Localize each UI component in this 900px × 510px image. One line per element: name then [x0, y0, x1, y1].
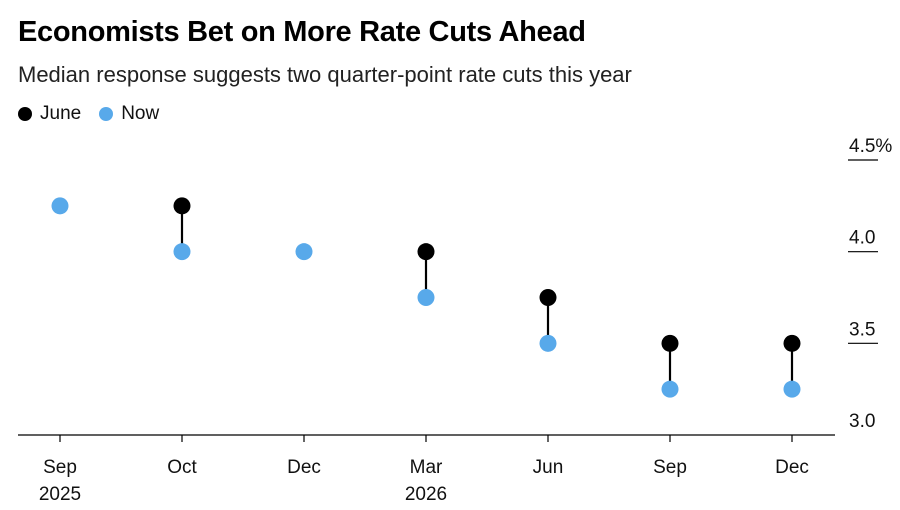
- june-point-4: [539, 289, 557, 306]
- y-tick-label-3: 3.0: [849, 411, 875, 432]
- now-point-6: [783, 380, 801, 398]
- x-tick-year-label-3: 2026: [405, 484, 447, 505]
- now-point-1: [173, 243, 191, 261]
- june-point-1: [173, 197, 191, 215]
- legend-swatch-now: [99, 107, 114, 121]
- june-point-5: [661, 334, 679, 352]
- legend-label-june: June: [40, 103, 82, 124]
- now-point-3: [417, 289, 435, 306]
- x-tick-label-2: Dec: [287, 457, 321, 478]
- x-tick-label-1: Oct: [167, 457, 197, 478]
- legend: June Now: [18, 103, 177, 125]
- x-tick-label-3: Mar: [410, 457, 443, 478]
- chart-subtitle: Median response suggests two quarter-poi…: [18, 62, 632, 87]
- x-tick-label-4: Jun: [533, 457, 564, 478]
- june-point-6: [783, 334, 801, 352]
- june-point-3: [417, 243, 435, 261]
- now-point-2: [295, 243, 313, 261]
- x-tick-label-5: Sep: [653, 457, 687, 478]
- x-tick-year-label-0: 2025: [39, 484, 81, 505]
- now-point-5: [661, 380, 679, 398]
- now-point-0: [51, 197, 69, 215]
- y-tick-label-1: 4.0: [849, 228, 875, 249]
- now-point-4: [539, 334, 557, 352]
- legend-item-now: Now: [99, 103, 159, 125]
- legend-swatch-june: [18, 107, 32, 121]
- y-tick-label-2: 3.5: [849, 319, 875, 340]
- chart-title: Economists Bet on More Rate Cuts Ahead: [18, 16, 586, 48]
- legend-label-now: Now: [121, 103, 160, 124]
- x-tick-label-6: Dec: [775, 457, 809, 478]
- y-tick-label-0: 4.5%: [849, 136, 892, 157]
- x-tick-label-0: Sep: [43, 457, 77, 478]
- legend-item-june: June: [18, 103, 81, 125]
